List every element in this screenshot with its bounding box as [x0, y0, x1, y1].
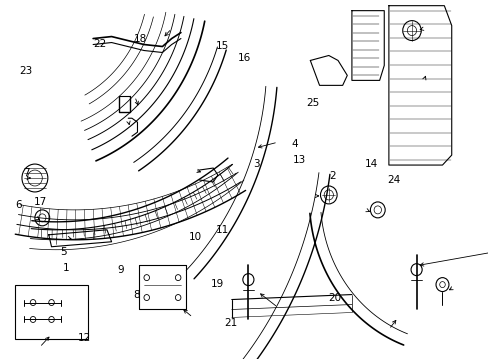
Text: 1: 1 [63, 263, 69, 273]
Text: 11: 11 [215, 225, 228, 235]
Text: 22: 22 [93, 39, 106, 49]
Text: 18: 18 [134, 35, 147, 44]
Bar [15, 285, 88, 339]
Text: 8: 8 [133, 290, 139, 300]
Text: 14: 14 [364, 159, 377, 169]
Text: 17: 17 [33, 197, 46, 207]
Text: 12: 12 [78, 333, 91, 343]
Text: 23: 23 [19, 66, 32, 76]
Text: 5: 5 [61, 247, 67, 257]
Text: 21: 21 [224, 319, 237, 328]
Text: 24: 24 [386, 175, 400, 185]
Text: 9: 9 [117, 265, 123, 275]
Text: 20: 20 [328, 293, 341, 303]
Text: 10: 10 [188, 232, 201, 242]
Text: 16: 16 [238, 53, 251, 63]
Text: 13: 13 [292, 155, 305, 165]
Text: 15: 15 [215, 41, 228, 50]
Text: 6: 6 [16, 200, 22, 210]
Text: 2: 2 [329, 171, 336, 181]
Text: 19: 19 [211, 279, 224, 289]
Text: 4: 4 [290, 139, 297, 149]
Text: 25: 25 [305, 98, 319, 108]
Text: 3: 3 [252, 159, 259, 169]
Text: 7: 7 [23, 168, 30, 178]
